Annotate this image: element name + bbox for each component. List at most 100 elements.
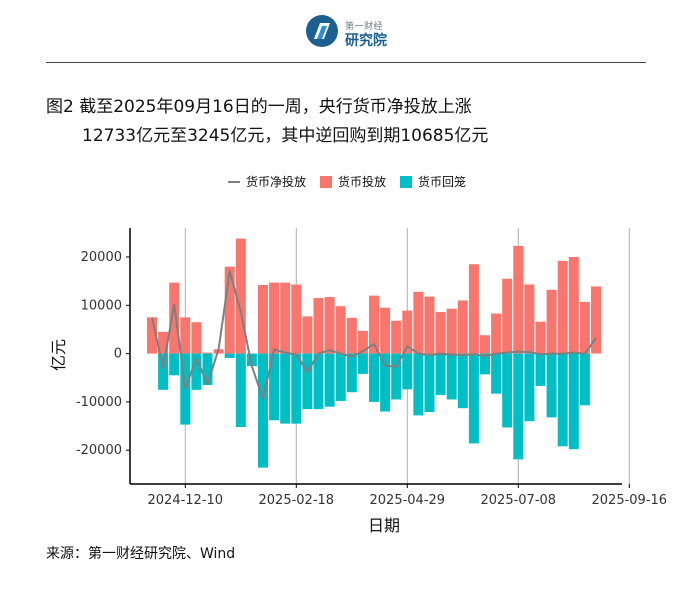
bar-withdrawal [457,353,468,409]
bar-withdrawal [369,353,379,402]
legend-swatch-withdrawal [400,175,413,188]
bar-withdrawal [380,353,391,412]
y-tick-label: -20000 [76,443,122,458]
bar-withdrawal [491,353,502,394]
bar-injection [291,284,302,354]
brand-logo: 第一财经 研究院 [305,14,425,50]
bar-withdrawal [313,353,324,410]
bar-withdrawal [391,353,402,400]
bar-withdrawal [224,353,235,358]
legend-swatch-injection [320,175,333,188]
bar-injection [424,296,435,354]
chart-legend: 货币净投放 货币投放 货币回笼 [228,173,466,190]
x-tick-label: 2025-09-16 [592,493,668,508]
bar-withdrawal [513,353,524,460]
bar-withdrawal [191,353,202,390]
bar-withdrawal [557,353,568,447]
logo-name: 第一财经 [345,22,384,32]
bar-injection [413,291,424,354]
chart-net-line [151,269,597,400]
bar-injection [446,308,457,354]
bar-injection [557,260,568,354]
legend-label-net: 货币净投放 [246,175,307,189]
bar-withdrawal [280,353,291,424]
chart-bars [147,238,601,468]
bar-withdrawal [435,353,446,396]
legend-label-withdrawal: 货币回笼 [418,175,467,189]
bar-withdrawal [302,353,313,410]
bar-injection [280,282,291,354]
y-tick-label: 10000 [81,298,122,313]
bar-withdrawal [424,353,435,413]
legend-swatch-net [228,180,240,183]
bar-injection [313,298,324,354]
figure-title-line2: 12733亿元至3245亿元，其中逆回购到期10685亿元 [82,126,489,146]
bar-injection [591,286,601,354]
bar-injection [524,284,535,354]
bar-injection [579,301,590,354]
bar-withdrawal [346,353,357,393]
bar-injection [357,330,368,354]
figure-title-line1: 图2 截至2025年09月16日的一周，央行货币净投放上涨 [46,97,472,117]
bar-injection [513,245,524,354]
bar-withdrawal [235,353,246,428]
bar-injection [324,297,335,354]
bar-injection [158,331,169,354]
x-tick-label: 2024-12-10 [148,493,224,508]
bar-injection [346,317,357,354]
bar-injection [191,322,202,354]
bar-injection [224,266,235,354]
bar-injection [302,316,313,354]
bar-injection [380,307,391,354]
bar-injection [235,238,246,354]
bar-withdrawal [335,353,346,401]
bar-injection [480,335,490,354]
header-divider [46,62,646,63]
bar-injection [568,256,579,354]
bar-withdrawal [324,353,335,407]
bar-injection [269,282,280,354]
bar-injection [335,306,346,354]
bar-injection [147,317,157,354]
bar-withdrawal [468,353,479,444]
bar-withdrawal [291,353,302,424]
bar-injection [535,321,546,354]
bar-injection [202,352,213,354]
bar-injection [169,282,180,354]
bar-injection [457,300,468,354]
chart-axes [129,228,622,485]
bar-withdrawal [402,353,413,390]
bar-injection [180,317,191,354]
x-tick-label: 2025-07-08 [481,493,557,508]
x-tick-label: 2025-02-18 [259,493,335,508]
x-axis-label: 日期 [368,516,400,535]
y-axis-ticks: -20000 -10000 0 10000 20000 [76,250,130,458]
bar-withdrawal [579,353,590,406]
bar-withdrawal [535,353,546,386]
y-tick-label: 20000 [81,250,122,265]
bar-withdrawal [446,353,457,400]
bar-withdrawal [169,353,180,376]
bar-injection [402,310,413,354]
bar-withdrawal [480,353,490,375]
bar-injection [435,312,446,354]
bar-withdrawal [246,353,257,367]
bar-injection [369,295,379,354]
legend-item-withdrawal: 货币回笼 [400,173,466,190]
brand-logo-icon [306,15,338,47]
bar-injection [391,320,402,354]
source-note: 来源：第一财经研究院、Wind [46,546,236,562]
y-axis-label: 亿元 [49,339,68,371]
bar-withdrawal [546,353,557,418]
bar-withdrawal [524,353,535,422]
bar-withdrawal [258,353,268,468]
bar-withdrawal [413,353,424,416]
bar-withdrawal [269,353,280,421]
bar-injection [502,278,513,354]
bar-injection [258,284,268,354]
bar-withdrawal [502,353,513,428]
bar-withdrawal [202,353,213,385]
legend-item-injection: 货币投放 [320,173,386,190]
x-tick-label: 2025-04-29 [370,493,446,508]
